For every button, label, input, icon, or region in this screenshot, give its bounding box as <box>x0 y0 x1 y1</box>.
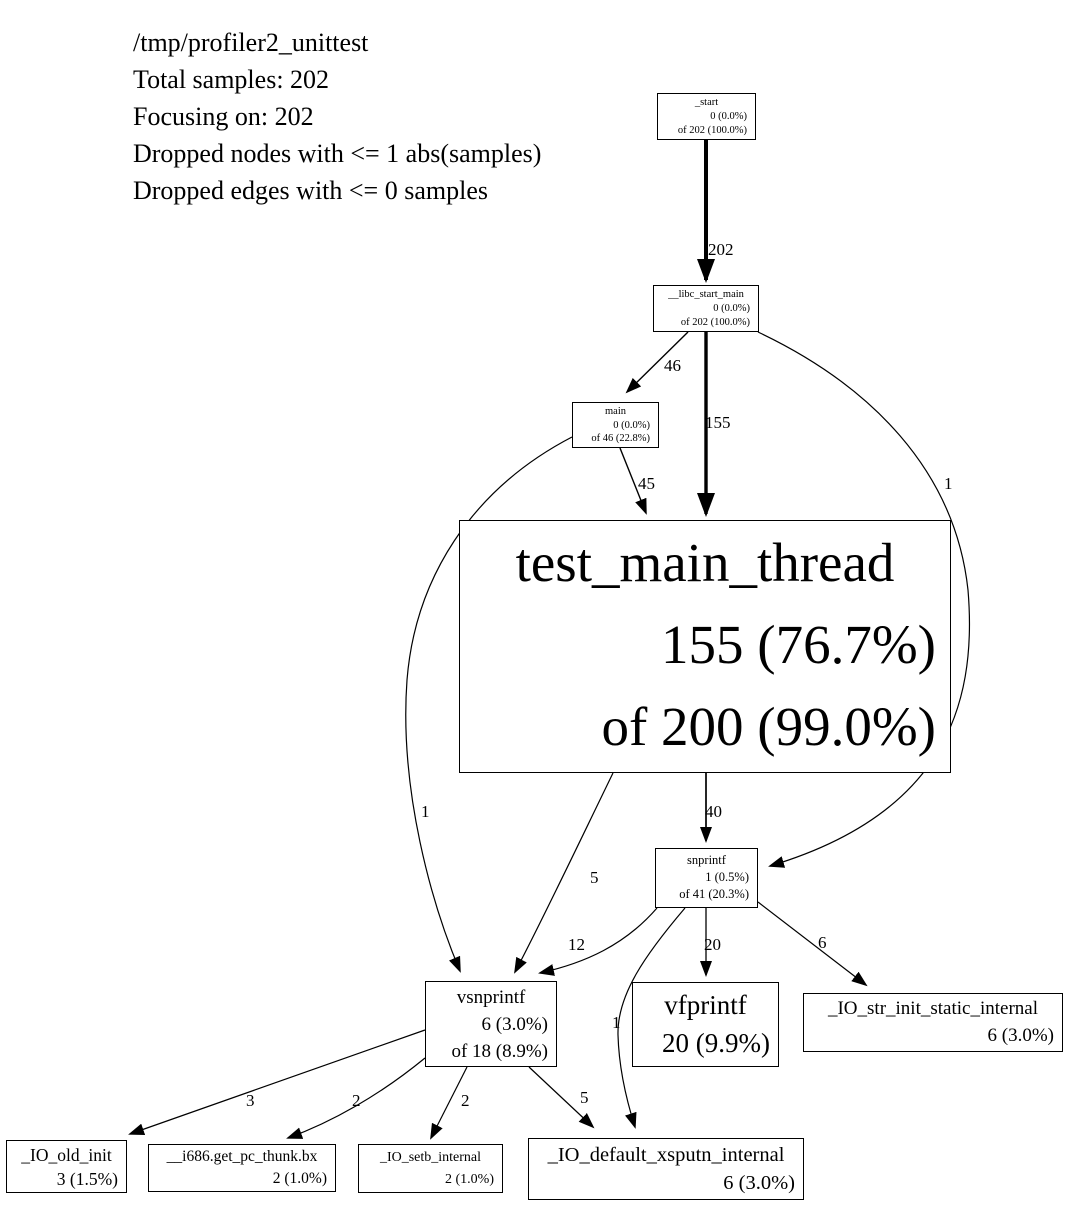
edge-main-to-vsnprintf <box>405 436 573 973</box>
edge-label-snprintf-to-vsnprintf: 12 <box>568 935 585 954</box>
node-io-str-init-static-internal: _IO_str_init_static_internal 6 (3.0%) <box>803 993 1063 1052</box>
edge-vsnprintf-to-xsputn <box>528 1066 595 1129</box>
edge-libc-to-main <box>625 331 689 394</box>
edge-label-test-to-snprintf: 40 <box>705 802 722 821</box>
node-xsputn-name: _IO_default_xsputn_internal <box>547 1144 785 1166</box>
node-setb-self: 2 (1.0%) <box>445 1172 494 1187</box>
node-test-self: 155 (76.7%) <box>661 614 936 675</box>
edge-label-vsnprintf-to-setb: 2 <box>461 1091 470 1110</box>
header-dropped-nodes: Dropped nodes with <= 1 abs(samples) <box>133 139 542 168</box>
edge-label-start-to-libc: 202 <box>708 240 734 259</box>
node-setb-name: _IO_setb_internal <box>379 1150 482 1165</box>
node-vfprintf-name: vfprintf <box>664 990 747 1020</box>
node-vsnprintf-total: of 18 (8.9%) <box>451 1041 548 1062</box>
graph-header: /tmp/profiler2_unittest Total samples: 2… <box>133 24 541 209</box>
edge-label-libc-to-main: 46 <box>664 356 681 375</box>
node-main: main 0 (0.0%) of 46 (22.8%) <box>572 402 659 448</box>
edge-label-test-to-vsnprintf: 5 <box>590 868 599 887</box>
edge-label-vsnprintf-to-ioold: 3 <box>246 1091 255 1110</box>
node-vfprintf-self: 20 (9.9%) <box>662 1028 770 1058</box>
node-i686-get-pc-thunk: __i686.get_pc_thunk.bx 2 (1.0%) <box>148 1144 336 1192</box>
edge-label-vsnprintf-to-xsputn: 5 <box>580 1088 589 1107</box>
node-xsputn-self: 6 (3.0%) <box>723 1172 795 1194</box>
edge-label-snprintf-to-vfprintf: 20 <box>704 935 721 954</box>
node-i686-self: 2 (1.0%) <box>272 1170 327 1187</box>
node-start-self: 0 (0.0%) <box>710 111 747 122</box>
edge-snprintf-to-xsputn <box>617 907 686 1129</box>
node-vsnprintf: vsnprintf 6 (3.0%) of 18 (8.9%) <box>425 981 557 1067</box>
edge-snprintf-to-vsnprintf <box>538 907 658 976</box>
header-focusing-on: Focusing on: 202 <box>133 102 314 131</box>
node-main-total: of 46 (22.8%) <box>591 433 650 444</box>
node-test-main-thread: test_main_thread 155 (76.7%) of 200 (99.… <box>459 520 951 773</box>
edge-label-main-to-vsnprintf: 1 <box>421 802 430 821</box>
edge-label-main-to-test: 45 <box>638 474 655 493</box>
node-ioold-self: 3 (1.5%) <box>56 1169 118 1189</box>
node-iostr-self: 6 (3.0%) <box>987 1025 1054 1046</box>
node-vsnprintf-self: 6 (3.0%) <box>481 1014 548 1035</box>
node-libc-start-main: __libc_start_main 0 (0.0%) of 202 (100.0… <box>653 285 759 332</box>
edge-vsnprintf-to-setb <box>430 1066 468 1140</box>
edge-label-snprintf-to-iostr: 6 <box>818 933 827 952</box>
node-io-setb-internal: _IO_setb_internal 2 (1.0%) <box>358 1144 503 1193</box>
edge-label-libc-to-snprintf: 1 <box>944 474 953 493</box>
edge-test-to-vsnprintf <box>514 772 614 974</box>
node-io-default-xsputn-internal: _IO_default_xsputn_internal 6 (3.0%) <box>528 1138 804 1200</box>
edge-label-libc-to-test: 155 <box>705 413 731 432</box>
node-snprintf-name: snprintf <box>687 853 726 867</box>
node-snprintf-self: 1 (0.5%) <box>705 870 749 884</box>
edge-label-snprintf-to-xsputn: 1 <box>612 1013 621 1032</box>
node-vfprintf: vfprintf 20 (9.9%) <box>632 982 779 1067</box>
node-test-name: test_main_thread <box>515 532 895 593</box>
node-i686-name: __i686.get_pc_thunk.bx <box>166 1148 318 1165</box>
node-vsnprintf-name: vsnprintf <box>456 987 526 1008</box>
node-iostr-name: _IO_str_init_static_internal <box>827 998 1038 1019</box>
node-start-total: of 202 (100.0%) <box>677 125 747 136</box>
edge-libc-to-snprintf <box>757 331 971 868</box>
header-total-samples: Total samples: 202 <box>133 65 330 94</box>
node-test-total: of 200 (99.0%) <box>601 696 936 757</box>
node-io-old-init: _IO_old_init 3 (1.5%) <box>6 1140 127 1193</box>
node-libc-total: of 202 (100.0%) <box>680 317 750 328</box>
node-start-name: _start <box>694 97 719 108</box>
edge-label-vsnprintf-to-i686: 2 <box>352 1091 361 1110</box>
node-main-self: 0 (0.0%) <box>613 419 650 431</box>
node-ioold-name: _IO_old_init <box>21 1145 112 1165</box>
edge-main-to-test <box>619 447 647 515</box>
node-libc-self: 0 (0.0%) <box>713 303 750 314</box>
node-main-name: main <box>605 406 626 417</box>
node-start: _start 0 (0.0%) of 202 (100.0%) <box>657 93 756 140</box>
node-snprintf: snprintf 1 (0.5%) of 41 (20.3%) <box>655 848 758 908</box>
node-snprintf-total: of 41 (20.3%) <box>679 887 749 901</box>
edge-vsnprintf-to-ioold <box>128 1029 426 1136</box>
node-libc-name: __libc_start_main <box>668 289 744 300</box>
header-dropped-edges: Dropped edges with <= 0 samples <box>133 176 488 205</box>
header-binary-path: /tmp/profiler2_unittest <box>133 28 369 57</box>
edge-vsnprintf-to-i686 <box>286 1057 426 1139</box>
edge-snprintf-to-iostr <box>757 901 868 987</box>
